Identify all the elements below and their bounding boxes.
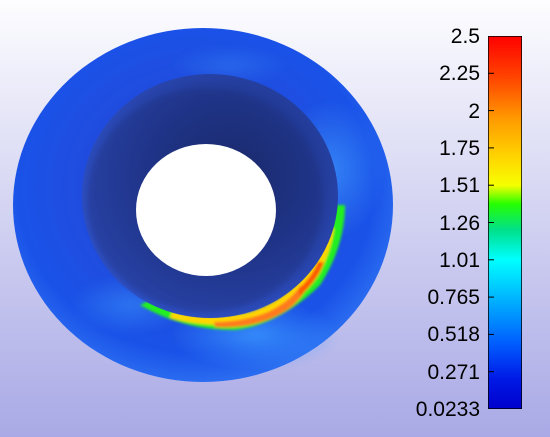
colorbar [488, 36, 522, 409]
colorbar-ticks [488, 36, 494, 409]
through-hole [136, 144, 276, 276]
colorbar-label: 1.26 [439, 211, 480, 235]
colorbar-label: 2.5 [450, 25, 480, 48]
hotspot-region [140, 205, 345, 330]
colorbar-label: 2 [468, 99, 480, 123]
colorbar-label: 1.01 [439, 248, 480, 272]
colorbar-label: 1.75 [439, 136, 480, 160]
colorbar-label: 1.51 [439, 174, 480, 198]
colorbar-label: 0.271 [427, 360, 480, 384]
colorbar-label: 0.0233 [415, 398, 480, 421]
colorbar-label: 0.765 [427, 286, 480, 310]
colorbar-label: 0.518 [427, 323, 480, 347]
colorbar-label: 2.25 [439, 62, 480, 86]
